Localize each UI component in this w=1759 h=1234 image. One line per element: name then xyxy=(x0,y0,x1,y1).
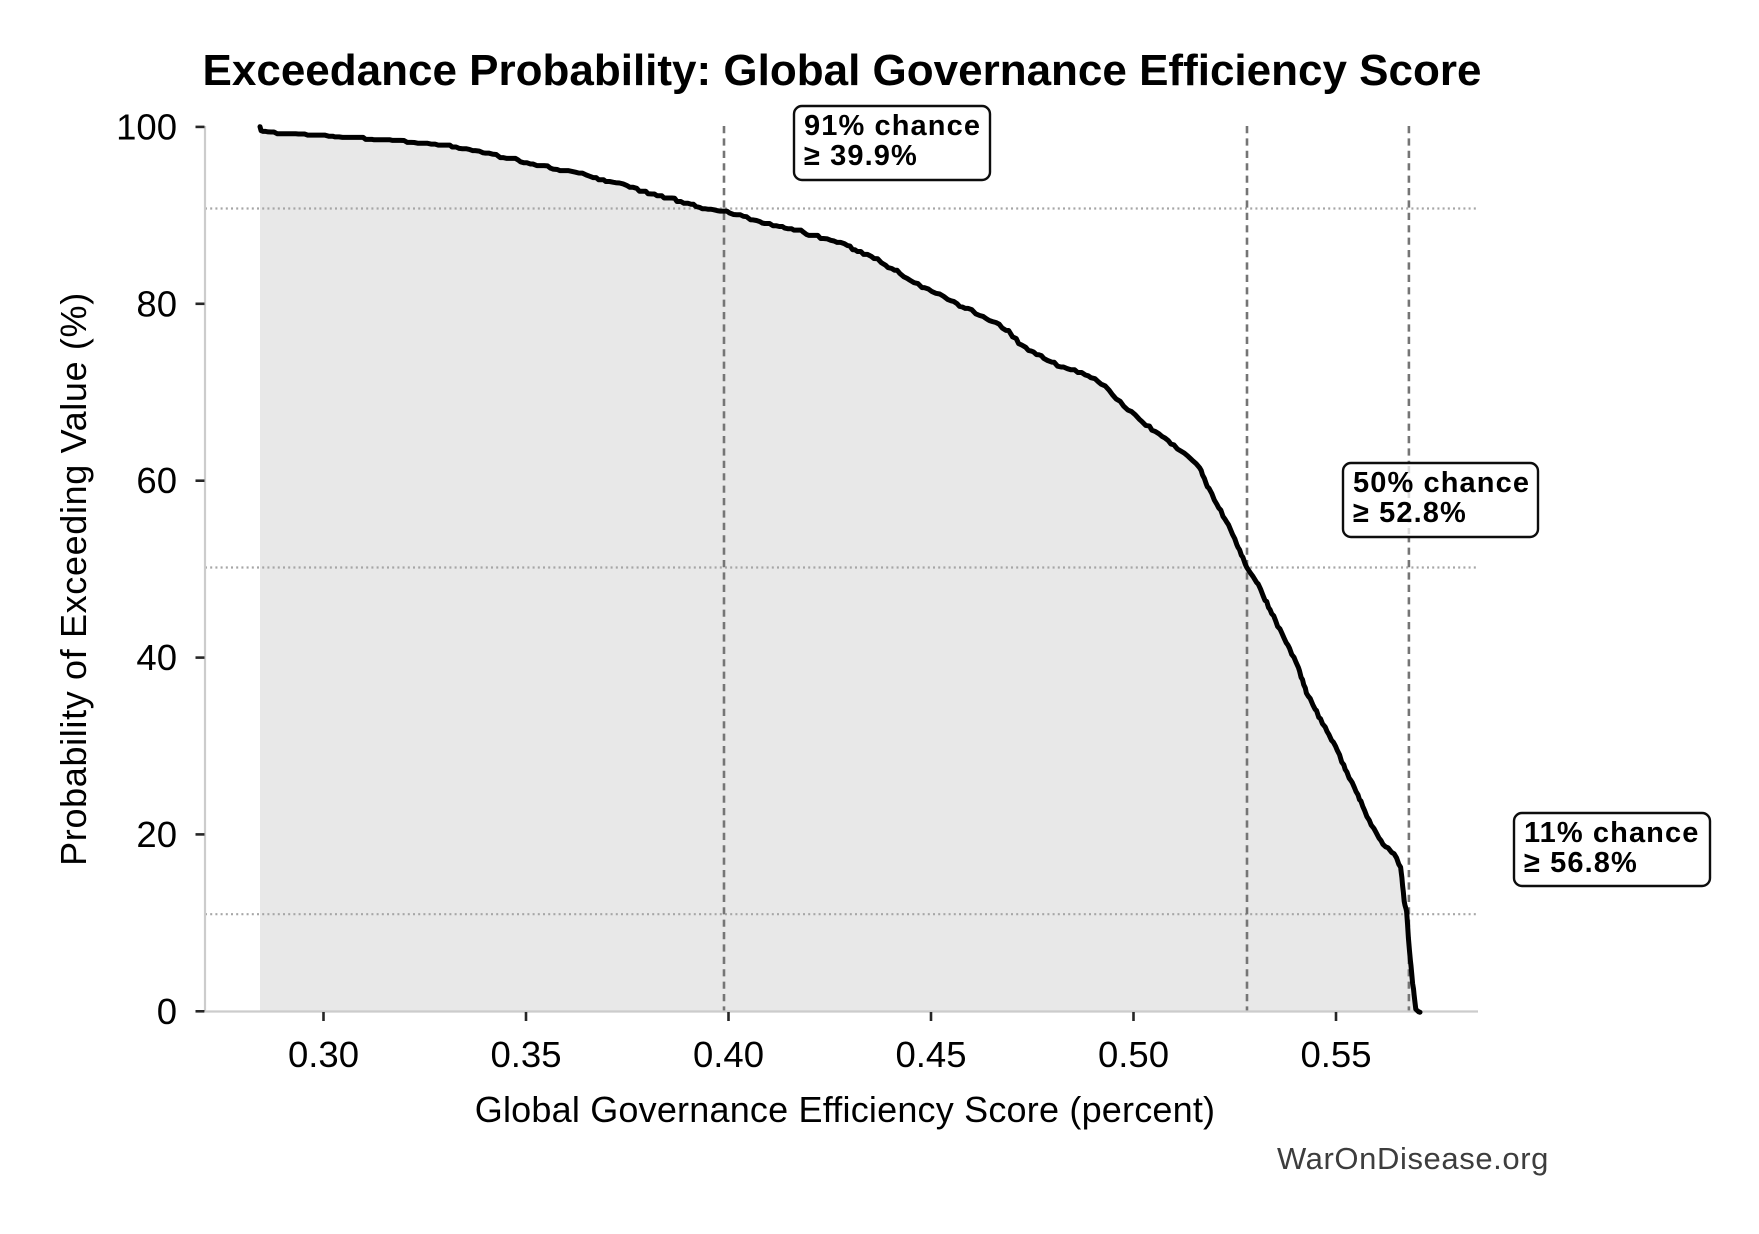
svg-text:≥ 52.8%: ≥ 52.8% xyxy=(1353,497,1467,529)
svg-text:0.35: 0.35 xyxy=(490,1034,561,1075)
svg-text:≥ 56.8%: ≥ 56.8% xyxy=(1524,847,1638,879)
svg-text:11% chance: 11% chance xyxy=(1524,817,1699,849)
svg-text:0.45: 0.45 xyxy=(895,1034,966,1075)
svg-text:0.50: 0.50 xyxy=(1098,1034,1169,1075)
svg-text:Probability of Exceeding Value: Probability of Exceeding Value (%) xyxy=(53,292,94,866)
svg-text:Exceedance Probability: Global: Exceedance Probability: Global Governanc… xyxy=(203,46,1482,95)
svg-text:Global Governance Efficiency S: Global Governance Efficiency Score (perc… xyxy=(475,1089,1216,1130)
svg-text:40: 40 xyxy=(136,637,177,678)
svg-text:0.40: 0.40 xyxy=(693,1034,764,1075)
svg-text:WarOnDisease.org: WarOnDisease.org xyxy=(1277,1141,1549,1176)
svg-text:0.55: 0.55 xyxy=(1300,1034,1371,1075)
svg-text:20: 20 xyxy=(136,814,177,855)
svg-text:≥ 39.9%: ≥ 39.9% xyxy=(804,140,918,172)
svg-text:80: 80 xyxy=(136,283,177,324)
svg-text:0.30: 0.30 xyxy=(288,1034,359,1075)
svg-text:100: 100 xyxy=(116,106,177,147)
svg-text:50% chance: 50% chance xyxy=(1353,467,1530,499)
svg-text:0: 0 xyxy=(157,991,177,1032)
svg-text:60: 60 xyxy=(136,460,177,501)
svg-text:91% chance: 91% chance xyxy=(804,110,981,142)
